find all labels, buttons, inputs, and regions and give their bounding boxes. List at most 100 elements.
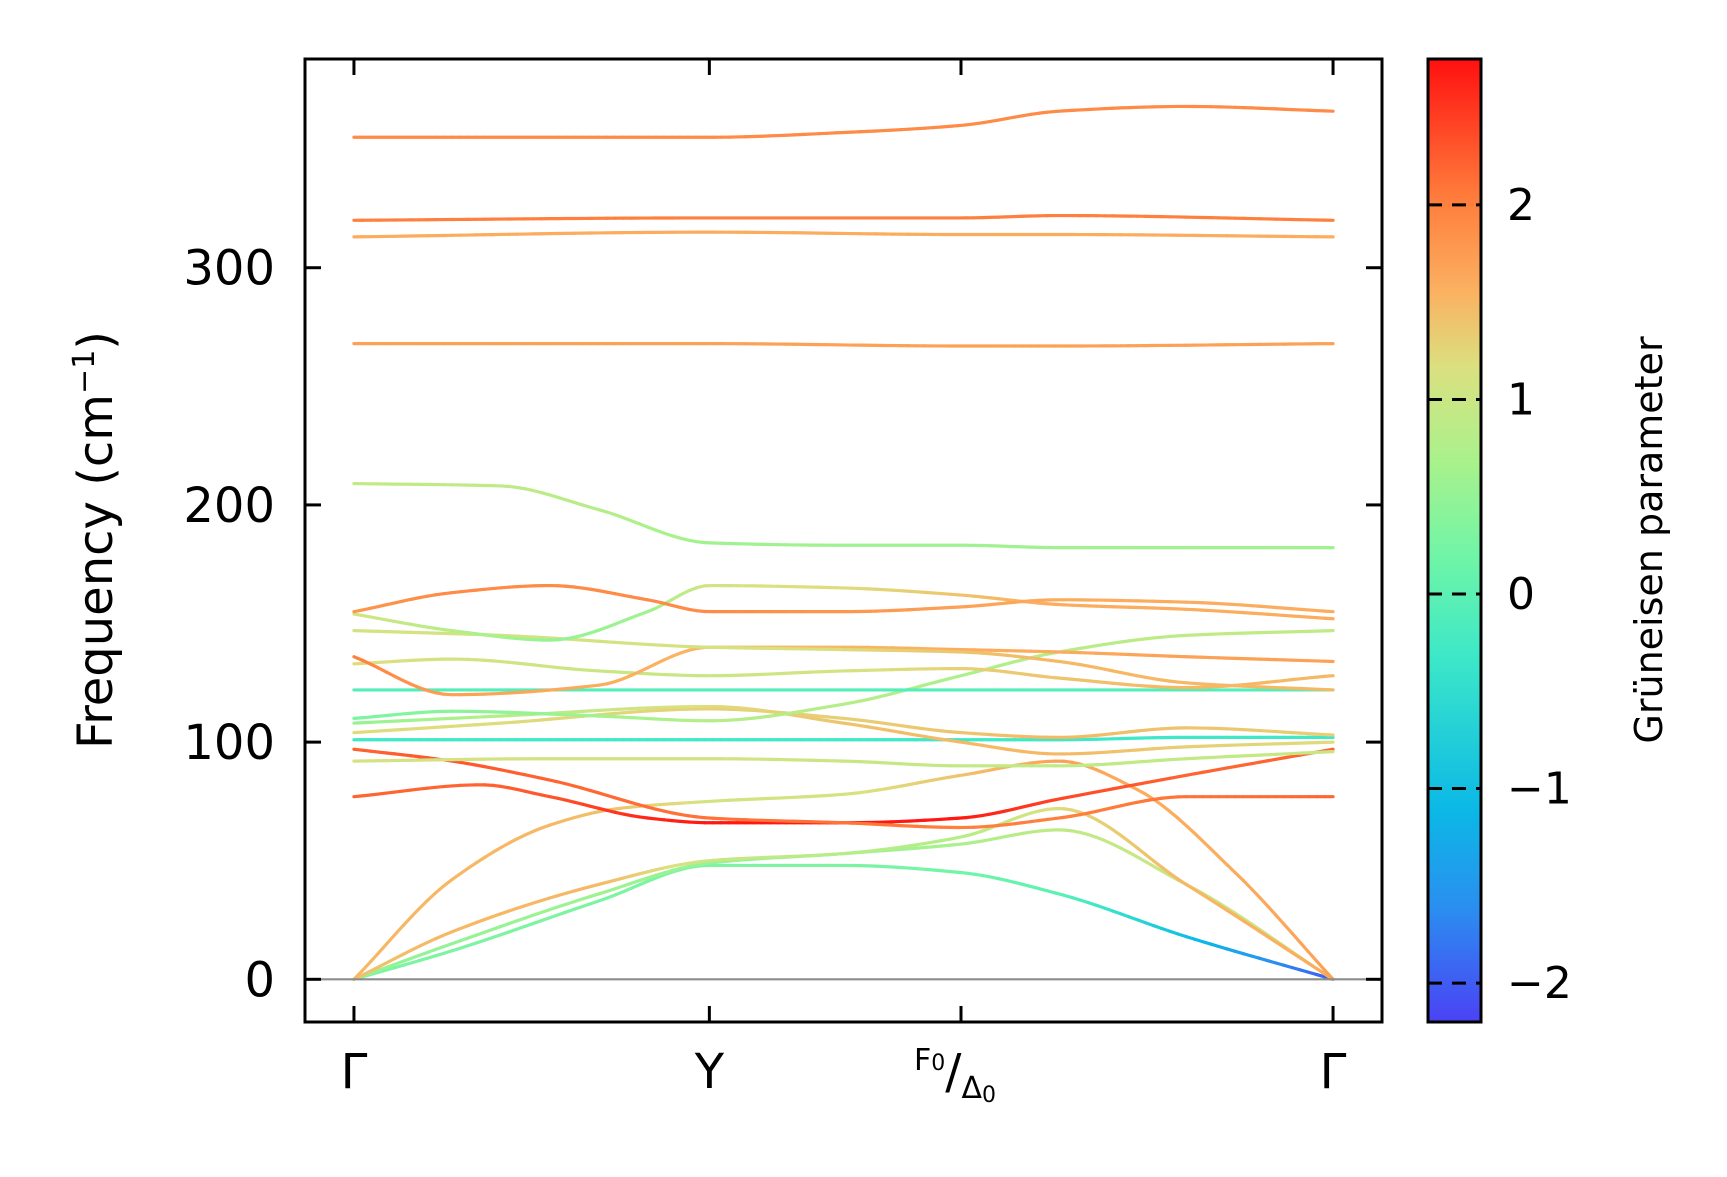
branch-segment [1282,922,1294,936]
y-tick-label: 200 [183,478,275,534]
x-tick-label: Γ [341,1044,368,1100]
branch-segment [1266,935,1278,944]
phonon-branch-19 [352,342,1335,348]
colorbar-label: Grüneisen parameter [1627,336,1671,744]
branch-segment [1315,959,1327,972]
branch-segment [1266,904,1278,917]
branch-segment [1323,616,1335,621]
phonon-branches [352,104,1335,981]
x-tick-label-part: F [914,1043,931,1078]
x-axis: Γ Y F0/Δ0 Γ [341,59,1347,1108]
branch-segment [1315,967,1327,976]
phonon-branch-17 [352,583,1335,614]
branch-segment [1209,847,1221,859]
y-axis-label-superscript: −1 [67,350,102,394]
colorbar-tick-label: 1 [1507,374,1535,425]
branch-segment [417,898,429,911]
colorbar-tick-label: −2 [1507,958,1572,1009]
branch-segment [1127,839,1139,850]
y-axis-label-main: Frequency (cm [68,394,124,749]
branch-segment [1298,956,1311,966]
branch-segment [1323,674,1335,678]
branch-segment [1274,940,1286,949]
branch-segment [1143,852,1156,863]
branch-segment [1192,831,1205,843]
branch-segment [1225,906,1237,915]
colorbar-tick-label: 2 [1507,180,1535,231]
branch-segment [1102,822,1115,832]
phonon-branch-16 [352,583,1335,642]
x-tick-label: Y [694,1044,725,1100]
branch-segment [1225,863,1237,875]
branch-segment [1168,809,1180,820]
branch-segment [1176,877,1188,887]
branch-segment [1306,961,1319,971]
branch-segment [409,906,421,919]
x-tick-label: Γ [1320,1044,1347,1100]
x-tick-label-part: 0 [931,1051,945,1076]
branch-segment [384,933,397,946]
branch-segment [1249,922,1262,932]
phonon-branch-21 [352,213,1335,222]
branch-segment [401,915,413,928]
branch-segment [425,891,438,903]
branch-segment [1258,895,1270,908]
branch-segment [442,878,454,888]
branch-segment [1274,913,1286,926]
branch-segment [360,960,372,973]
branch-segment [1241,916,1254,926]
phonon-branch-4 [352,759,1335,981]
branch-segment [1217,903,1229,912]
branch-segment [1323,609,1335,614]
branch-segment [1119,833,1131,844]
y-axis-label: Frequency (cm−1) [67,331,124,749]
branch-segment [1241,919,1254,928]
branch-segment [1233,911,1245,921]
phonon-branch-8 [352,735,1335,742]
y-axis: 0 100 200 300 [183,241,1382,1008]
phonon-branch-18 [352,481,1335,550]
branch-segment [1209,898,1221,907]
branch-segment [1290,951,1303,960]
plot-frame [303,57,1384,1024]
x-tick-label-part: Δ [961,1071,982,1106]
y-tick-label: 100 [183,715,275,771]
colorbar [1426,57,1483,1024]
branch-segment [1249,887,1262,899]
branch-segment [1306,950,1319,963]
phonon-branch-11 [352,629,1335,723]
y-tick-label: 300 [183,241,275,297]
branch-segment [1225,908,1237,918]
colorbar-ticks: −2 −1 0 1 2 [1428,180,1572,1009]
branch-segment [1176,816,1188,828]
branch-segment [1160,865,1172,875]
branch-segment [1298,941,1311,954]
branch-segment [450,872,462,882]
y-axis-label-close: ) [68,331,124,350]
phonon-branch-22 [352,104,1335,139]
branch-segment [1184,882,1196,892]
branch-segment [1290,931,1303,945]
branch-segment [1249,924,1262,933]
branch-segment [352,969,364,981]
branch-segment [1233,913,1245,923]
x-tick-label-part: 0 [982,1083,996,1108]
x-tick-label-part: / [945,1044,962,1100]
branch-segment [474,855,487,865]
branch-segment [1217,855,1229,867]
branch-segment [1258,929,1270,939]
branch-segment [1217,901,1229,910]
phonon-branch-6 [352,747,1335,830]
branch-segment [368,951,381,964]
branch-segment [1200,893,1213,902]
colorbar-tick-label: 0 [1507,569,1535,620]
phonon-branch-7 [352,749,1335,768]
branch-segment [1192,887,1205,897]
branch-segment [1241,878,1254,891]
branch-segment [466,861,478,870]
phonon-branch-20 [352,230,1335,239]
branch-segment [1135,846,1147,856]
branch-segment [458,866,470,876]
